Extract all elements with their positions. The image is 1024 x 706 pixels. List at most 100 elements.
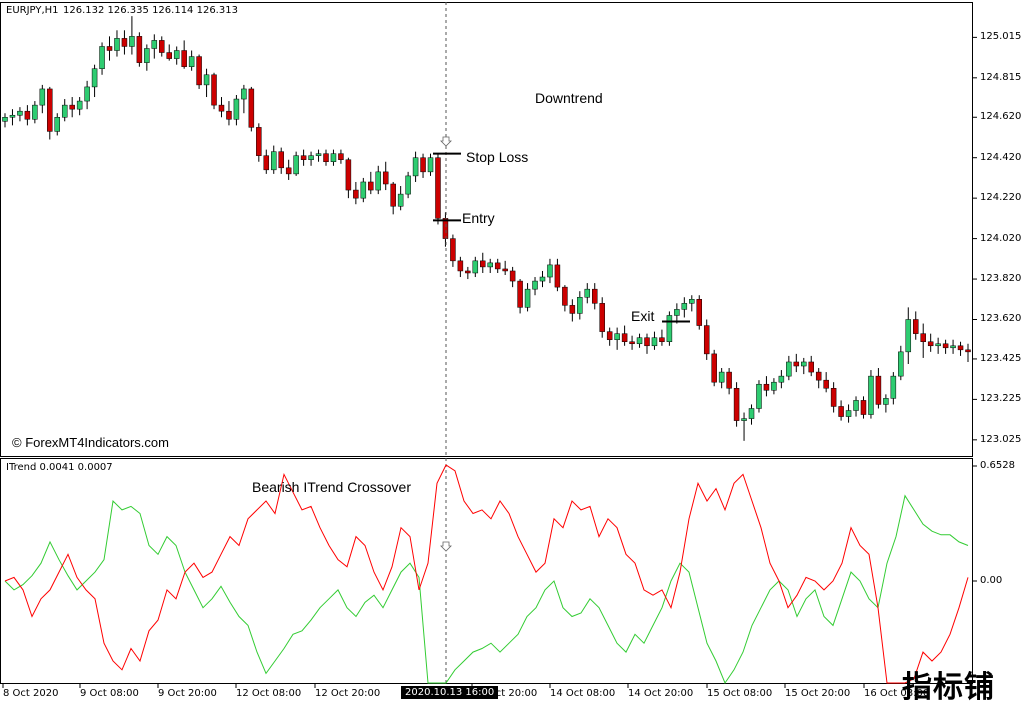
bear-candle (218, 104, 225, 112)
bull-candle (241, 88, 247, 100)
bear-candle (763, 383, 770, 391)
bull-candle (129, 36, 135, 47)
entry-label: Entry (462, 210, 495, 226)
bull-candle (91, 68, 98, 88)
bear-candle (196, 56, 202, 86)
bear-candle (942, 343, 949, 349)
down-arrow-icon (440, 541, 452, 552)
bull-candle (405, 175, 411, 195)
bull-candle (845, 410, 852, 417)
bull-candle (689, 299, 695, 304)
bull-candle (801, 361, 807, 367)
price-tick-label: 125.015 (980, 31, 1022, 43)
price-tick-label: 123.025 (980, 433, 1022, 445)
bear-candle (599, 303, 605, 332)
bear-candle (659, 337, 665, 342)
bull-candle (666, 315, 673, 342)
bull-candle (868, 375, 874, 415)
bear-candle (912, 319, 919, 334)
bear-candle (353, 189, 359, 199)
bear-candle (47, 88, 53, 132)
bull-candle (539, 276, 546, 282)
bear-candle (256, 127, 262, 156)
bull-candle (771, 381, 777, 391)
bull-candle (2, 117, 8, 122)
time-tick-label: 13 Oct 20:00 (472, 688, 538, 699)
price-tick-label: 123.225 (980, 393, 1022, 405)
cursor-time-badge: 2020.10.13 16:00 (401, 686, 499, 699)
bull-candle (375, 171, 382, 191)
time-tick-label: 9 Oct 20:00 (158, 688, 217, 699)
bull-candle (547, 264, 553, 278)
bear-candle (927, 341, 934, 347)
bull-candle (532, 280, 538, 290)
price-tick-label: 124.220 (980, 192, 1022, 204)
bull-candle (636, 337, 643, 345)
price-tick-label: 123.620 (980, 313, 1022, 325)
bear-candle (106, 46, 113, 51)
bull-candle (330, 153, 337, 162)
bull-candle (32, 104, 38, 120)
bear-candle (793, 361, 800, 367)
indicator-panel[interactable] (0, 458, 973, 684)
itrend-green-line (4, 494, 969, 685)
bear-candle (494, 262, 501, 270)
bear-candle (285, 167, 292, 175)
time-tick-label: 14 Oct 20:00 (628, 688, 694, 699)
bear-candle (465, 270, 471, 274)
bull-candle (853, 400, 859, 411)
bear-candle (965, 349, 971, 353)
symbol-label: EURJPY,H1 (6, 5, 59, 16)
bull-candle (114, 38, 120, 51)
bull-candle (188, 56, 195, 67)
bull-candle (39, 88, 46, 106)
bull-candle (950, 345, 956, 349)
bear-candle (457, 260, 464, 272)
down-arrow-icon (440, 136, 452, 147)
indicator-tick-label: 0.6528 (980, 460, 1015, 471)
bull-candle (487, 262, 493, 268)
bull-candle (412, 157, 419, 177)
itrend-header: ITrend 0.0041 0.0007 (6, 462, 113, 473)
bull-candle (61, 104, 68, 118)
time-tick-label: 15 Oct 08:00 (707, 688, 773, 699)
bull-candle (84, 86, 90, 102)
bull-candle (741, 418, 747, 421)
bear-candle (248, 88, 255, 128)
site-logo: 指标铺 (902, 670, 995, 705)
time-tick-label: 8 Oct 2020 (3, 688, 59, 699)
bear-candle (808, 361, 814, 373)
bull-candle (270, 151, 277, 171)
bull-candle (905, 319, 912, 353)
bull-candle (17, 110, 23, 116)
bear-candle (554, 264, 561, 288)
bear-candle (323, 153, 329, 162)
price-chart-panel[interactable] (0, 2, 973, 457)
bear-candle (815, 371, 822, 381)
bear-candle (211, 74, 217, 106)
bear-candle (830, 388, 837, 407)
bear-candle (121, 38, 128, 47)
bull-candle (151, 40, 158, 49)
bull-candle (203, 74, 210, 86)
bear-candle (591, 288, 598, 304)
bull-candle (883, 398, 889, 405)
bear-candle (606, 331, 613, 340)
time-tick-label: 16 Oct 08:00 (864, 688, 930, 699)
bull-candle (890, 375, 897, 399)
crossover-label: Bearish ITrend Crossover (252, 479, 411, 495)
bull-candle (315, 153, 322, 156)
bear-candle (390, 183, 396, 207)
bear-candle (480, 260, 486, 268)
bear-candle (875, 375, 882, 405)
price-tick-label: 124.815 (980, 71, 1022, 83)
bear-candle (696, 299, 703, 326)
bear-candle (181, 50, 187, 67)
time-tick-label: 14 Oct 08:00 (550, 688, 616, 699)
bull-candle (577, 297, 583, 314)
bull-candle (935, 343, 941, 347)
bear-candle (368, 181, 374, 191)
bear-candle (278, 151, 284, 169)
bear-candle (136, 36, 143, 63)
